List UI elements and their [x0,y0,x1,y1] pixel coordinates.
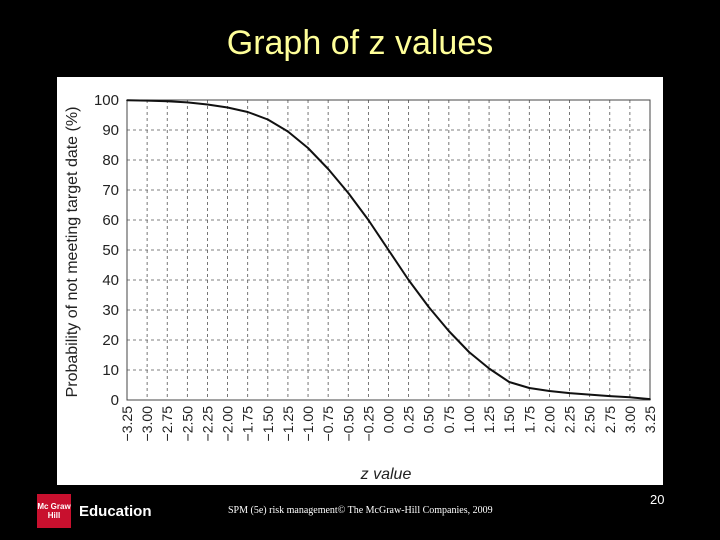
y-tick-label: 90 [102,122,119,139]
x-tick-label: 2.00 [541,406,557,433]
x-tick-label: −2.75 [159,406,175,442]
data-point [246,111,249,113]
data-point [327,168,329,170]
y-axis-label: Probability of not meeting target date (… [64,107,81,398]
x-tick-label: 1.75 [521,406,537,433]
data-point [568,392,571,394]
y-tick-label: 40 [102,272,119,289]
mcgraw-hill-mark: Mc Graw Hill [37,494,71,528]
data-point [448,330,450,332]
x-tick-label: 0.25 [401,406,417,433]
data-point [287,130,289,133]
data-point [146,99,148,102]
x-tick-label: 3.25 [642,406,658,433]
y-tick-label: 60 [102,212,119,229]
data-point [206,103,209,106]
x-axis-label: z value [360,466,412,483]
y-tick-label: 10 [102,362,119,379]
chart-panel: 0 10 20 30 40 50 60 70 80 90 100 −3.25 −3.00 −2.75 −2… [57,77,663,485]
data-point [649,398,651,400]
y-tick-label: 0 [111,392,119,409]
page-number: 20 [650,492,665,507]
x-tick-label: −2.25 [199,406,215,442]
data-point [508,381,510,383]
x-tick-label: 1.25 [481,406,497,433]
x-tick-label: −0.25 [360,406,376,442]
data-point [588,393,591,396]
data-point [126,99,128,102]
data-point [166,100,169,102]
y-tick-label: 50 [102,242,119,259]
x-tick-label: 0.00 [381,406,397,433]
data-point [528,387,531,389]
x-tick-label: 2.25 [562,406,578,433]
x-tick-label: 2.75 [602,406,618,433]
data-point [608,395,611,397]
x-tick-label: −3.25 [119,406,135,442]
y-tick-label: 80 [102,152,119,169]
slide-title: Graph of z values [226,24,494,62]
plot-border [126,99,651,401]
data-point [488,367,490,370]
x-tick-label: −1.00 [300,406,316,442]
data-point [186,101,189,104]
x-tick-label: 1.00 [461,406,477,433]
x-tick-label: −2.00 [220,406,236,442]
x-tick-label: 3.00 [622,406,638,433]
x-tick-labels: −3.25 −3.00 −2.75 −2.50 −2.25 −2.00 −1.75 −1.50… [119,406,658,442]
x-tick-label: 2.50 [582,406,598,433]
data-point [347,192,350,194]
data-point [548,390,551,392]
data-point [307,147,309,149]
data-point [226,106,229,109]
data-point [387,249,390,251]
publisher-logo: Mc Graw Hill Education [37,494,152,528]
x-tick-label: −0.50 [340,406,356,442]
x-tick-label: −0.75 [320,406,336,442]
y-tick-label: 100 [94,92,119,109]
data-point [468,351,470,353]
data-series [126,99,651,401]
data-point [407,279,410,281]
x-tick-label: 0.75 [441,406,457,433]
x-tick-label: −1.50 [260,406,276,442]
x-tick-label: 0.50 [421,406,437,433]
y-tick-label: 30 [102,302,119,319]
x-tick-label: −1.25 [280,406,296,442]
x-tick-label: 1.50 [501,406,517,433]
y-tick-label: 20 [102,332,119,349]
data-point [267,118,269,121]
x-tick-label: −1.75 [240,406,256,442]
y-tick-labels: 0 10 20 30 40 50 60 70 80 90 100 [94,92,119,409]
logo-wordmark: Education [79,502,152,520]
data-point [367,219,370,221]
data-point [629,396,631,399]
data-point [427,306,430,308]
x-tick-label: −3.00 [139,406,155,442]
plot-frame [126,99,651,401]
x-tick-label: −2.50 [179,406,195,442]
y-tick-label: 70 [102,182,119,199]
footer-text: SPM (5e) risk management© The McGraw-Hil… [228,505,493,516]
